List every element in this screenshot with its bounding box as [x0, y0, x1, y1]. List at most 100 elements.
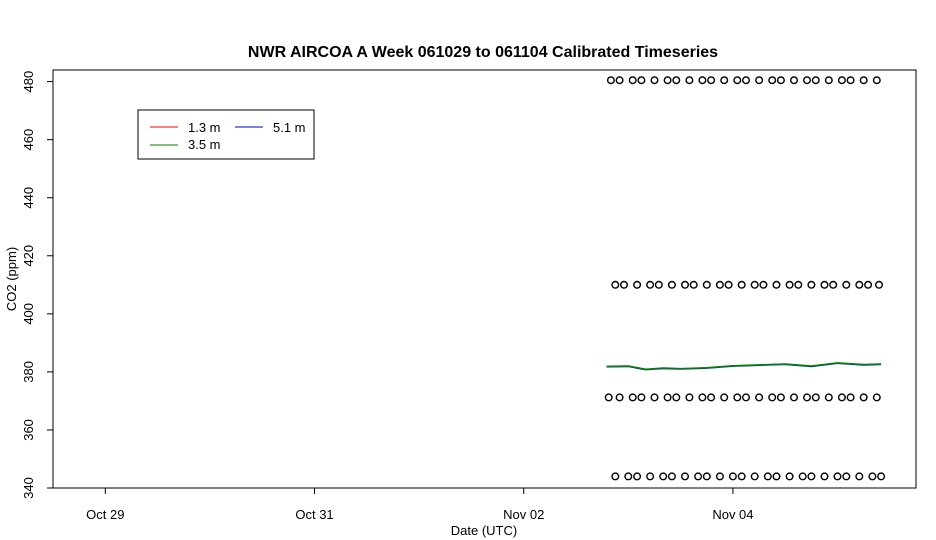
standard-point-0-5 [663, 76, 672, 85]
standard-point-1-16 [794, 280, 803, 289]
standard-point-0-8 [698, 76, 707, 85]
standard-point-0-19 [824, 76, 833, 85]
standard-point-0-4 [650, 76, 659, 85]
standard-point-3-17 [807, 472, 816, 481]
standard-point-2-12 [742, 393, 751, 402]
x-tick-label-0: Oct 29 [86, 507, 124, 522]
standard-point-2-9 [707, 393, 716, 402]
standard-point-1-17 [807, 280, 816, 289]
standard-point-1-3 [646, 280, 655, 289]
standard-point-0-15 [776, 76, 785, 85]
standard-point-1-1 [620, 280, 629, 289]
standard-point-1-6 [681, 280, 690, 289]
standard-point-0-13 [755, 76, 764, 85]
standard-point-3-14 [772, 472, 781, 481]
standard-point-2-21 [846, 393, 855, 402]
standard-point-3-2 [633, 472, 642, 481]
x-tick-label-3: Nov 04 [712, 507, 753, 522]
chart-title: NWR AIRCOA A Week 061029 to 061104 Calib… [248, 44, 718, 61]
standard-point-1-14 [772, 280, 781, 289]
standard-point-3-10 [728, 472, 737, 481]
standard-point-1-19 [829, 280, 838, 289]
plot-area [604, 76, 886, 481]
standard-point-2-3 [637, 393, 646, 402]
standard-point-3-23 [877, 472, 886, 481]
y-tick-label-420: 420 [21, 245, 36, 267]
standard-point-0-18 [811, 76, 820, 85]
standard-point-3-22 [868, 472, 877, 481]
y-tick-label-440: 440 [21, 187, 36, 209]
y-axis-label: CO2 (ppm) [4, 247, 19, 311]
standard-point-2-8 [698, 393, 707, 402]
x-axis-label: Date (UTC) [451, 523, 517, 538]
standard-point-1-21 [855, 280, 864, 289]
standard-point-0-17 [803, 76, 812, 85]
standard-point-2-23 [872, 393, 881, 402]
standard-point-0-2 [628, 76, 637, 85]
standard-point-3-18 [820, 472, 829, 481]
standard-point-3-13 [763, 472, 772, 481]
y-axis: 340 360 380 400 420 440 460 480 [21, 71, 53, 499]
standard-point-3-21 [855, 472, 864, 481]
standard-point-2-0 [604, 393, 613, 402]
standard-point-2-1 [615, 393, 624, 402]
y-tick-label-460: 460 [21, 129, 36, 151]
standard-point-0-16 [790, 76, 799, 85]
standard-point-2-17 [803, 393, 812, 402]
standard-point-1-12 [750, 280, 759, 289]
standard-point-2-7 [685, 393, 694, 402]
standard-point-3-16 [798, 472, 807, 481]
standard-point-2-5 [663, 393, 672, 402]
standard-point-0-3 [637, 76, 646, 85]
standard-point-0-9 [707, 76, 716, 85]
standard-point-1-4 [654, 280, 663, 289]
x-tick-label-1: Oct 31 [295, 507, 333, 522]
legend: 1.3 m 3.5 m 5.1 m [137, 109, 315, 160]
y-tick-label-380: 380 [21, 361, 36, 383]
standard-point-3-3 [646, 472, 655, 481]
standard-point-1-20 [842, 280, 851, 289]
standard-point-3-8 [702, 472, 711, 481]
standard-point-2-18 [811, 393, 820, 402]
standard-point-2-22 [859, 393, 868, 402]
standard-point-2-2 [628, 393, 637, 402]
legend-label-3-5m: 3.5 m [188, 137, 221, 152]
standard-point-3-15 [785, 472, 794, 481]
standard-point-3-9 [715, 472, 724, 481]
standard-point-0-21 [846, 76, 855, 85]
standard-point-1-23 [875, 280, 884, 289]
series-line-3-5-m [606, 362, 882, 371]
standard-point-3-7 [694, 472, 703, 481]
standard-point-2-6 [672, 393, 681, 402]
plot-frame [52, 69, 917, 489]
standard-point-1-5 [667, 280, 676, 289]
standard-point-2-13 [755, 393, 764, 402]
legend-box [137, 109, 315, 160]
standard-point-2-15 [776, 393, 785, 402]
standard-point-3-12 [750, 472, 759, 481]
standard-point-2-10 [720, 393, 729, 402]
standard-point-3-19 [833, 472, 842, 481]
standard-point-1-10 [724, 280, 733, 289]
y-tick-label-340: 340 [21, 477, 36, 499]
standard-point-3-6 [681, 472, 690, 481]
standard-point-2-19 [824, 393, 833, 402]
standard-point-0-11 [733, 76, 742, 85]
standard-point-2-16 [790, 393, 799, 402]
standard-point-0-22 [859, 76, 868, 85]
standard-point-1-9 [715, 280, 724, 289]
standard-point-1-13 [759, 280, 768, 289]
standard-point-1-2 [633, 280, 642, 289]
standard-point-0-20 [837, 76, 846, 85]
standard-point-1-22 [864, 280, 873, 289]
standard-point-2-14 [768, 393, 777, 402]
standard-point-1-18 [820, 280, 829, 289]
standard-point-1-7 [689, 280, 698, 289]
standard-point-3-5 [667, 472, 676, 481]
standard-point-0-14 [768, 76, 777, 85]
standard-point-0-0 [606, 76, 615, 85]
standard-point-3-4 [659, 472, 668, 481]
standard-point-1-11 [737, 280, 746, 289]
standard-point-2-11 [733, 393, 742, 402]
